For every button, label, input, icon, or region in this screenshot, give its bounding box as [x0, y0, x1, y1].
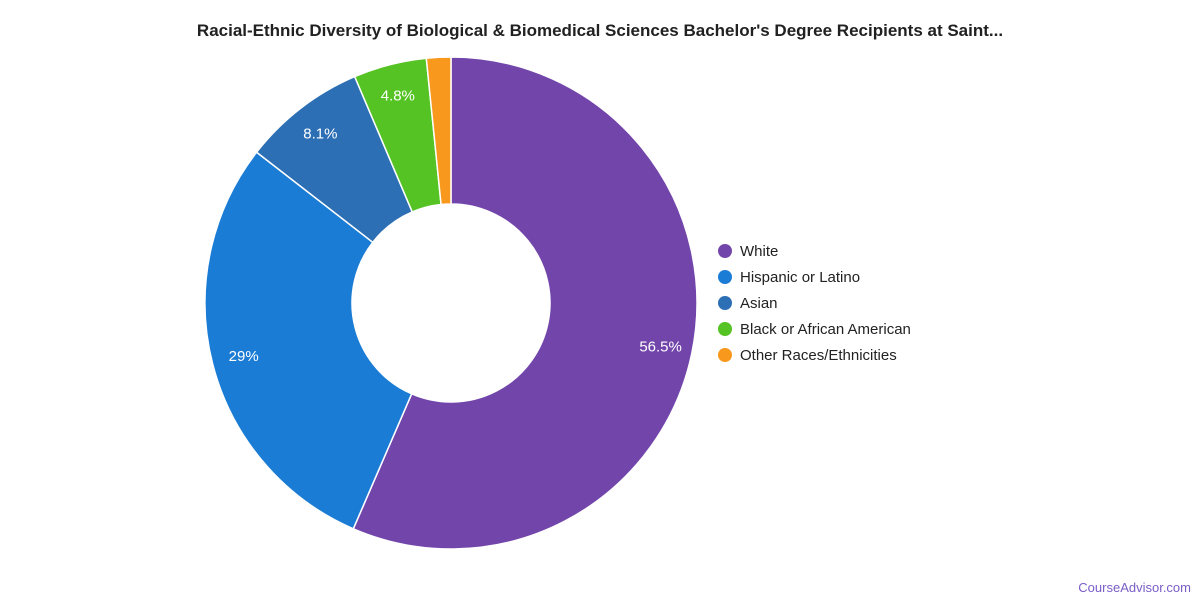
- slice-white[interactable]: [352, 56, 698, 550]
- slice-hispanic[interactable]: [204, 151, 413, 530]
- legend-swatch-asian-icon: [718, 296, 732, 310]
- chart-title: Racial-Ethnic Diversity of Biological & …: [196, 21, 1004, 40]
- legend: White Hispanic or Latino Asian Black or …: [718, 238, 911, 368]
- slice-label-white: 56.5%: [639, 338, 682, 355]
- legend-item-other[interactable]: Other Races/Ethnicities: [718, 342, 911, 368]
- legend-item-white[interactable]: White: [718, 238, 911, 264]
- slice-other[interactable]: [425, 56, 452, 206]
- legend-item-hispanic[interactable]: Hispanic or Latino: [718, 264, 911, 290]
- courseadvisor-link[interactable]: CourseAdvisor.com: [1078, 580, 1191, 595]
- legend-label-black: Black or African American: [740, 320, 911, 338]
- slice-label-black: 4.8%: [381, 88, 415, 105]
- legend-swatch-other-icon: [718, 348, 732, 362]
- legend-item-asian[interactable]: Asian: [718, 290, 911, 316]
- legend-label-white: White: [740, 242, 779, 260]
- legend-label-hispanic: Hispanic or Latino: [740, 268, 861, 286]
- legend-item-black[interactable]: Black or African American: [718, 316, 911, 342]
- legend-label-asian: Asian: [740, 294, 778, 312]
- legend-label-other: Other Races/Ethnicities: [740, 346, 897, 364]
- legend-swatch-hispanic-icon: [718, 270, 732, 284]
- legend-swatch-black-icon: [718, 322, 732, 336]
- slice-label-asian: 8.1%: [303, 126, 337, 143]
- slice-label-hispanic: 29%: [229, 348, 259, 365]
- legend-swatch-white-icon: [718, 244, 732, 258]
